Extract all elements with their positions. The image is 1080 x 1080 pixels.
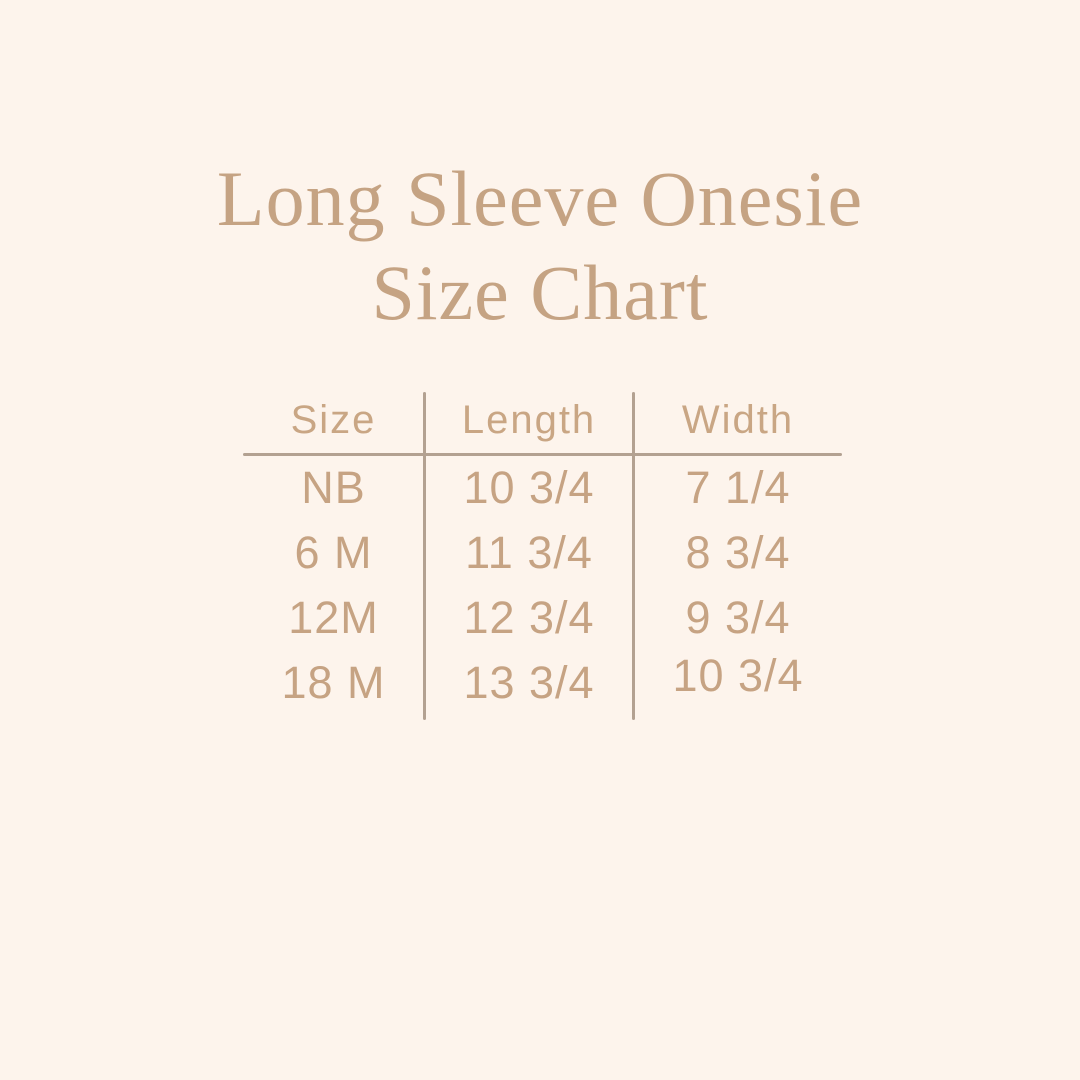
column-header-length: Length [461, 397, 597, 442]
cell-width-nb: 7 1/4 [685, 461, 791, 513]
cell-width-18m: 10 3/4 [672, 649, 804, 701]
title-line-1: Long Sleeve Onesie [216, 155, 864, 242]
column-divider-1 [423, 392, 426, 720]
cell-width-6m: 8 3/4 [685, 526, 791, 578]
header-divider-rule [243, 453, 842, 456]
cell-width-12m: 9 3/4 [685, 591, 791, 643]
cell-size-12m: 12M [288, 591, 379, 643]
cell-size-6m: 6 M [294, 526, 373, 578]
cell-length-12m: 12 3/4 [463, 591, 595, 643]
page-title: Long Sleeve Onesie Size Chart [0, 152, 1080, 340]
column-divider-2 [632, 392, 635, 720]
column-header-width: Width [681, 397, 795, 442]
cell-size-18m: 18 M [281, 656, 386, 708]
column-header-size: Size [290, 397, 377, 442]
title-line-2: Size Chart [371, 249, 709, 336]
cell-size-nb: NB [301, 461, 366, 513]
cell-length-6m: 11 3/4 [465, 526, 593, 578]
cell-length-18m: 13 3/4 [463, 656, 595, 708]
cell-length-nb: 10 3/4 [463, 461, 595, 513]
size-table-grid: Size Length Width NB 10 3/4 7 1/4 6 M 11… [243, 385, 843, 715]
size-table: Size Length Width NB 10 3/4 7 1/4 6 M 11… [243, 385, 843, 725]
